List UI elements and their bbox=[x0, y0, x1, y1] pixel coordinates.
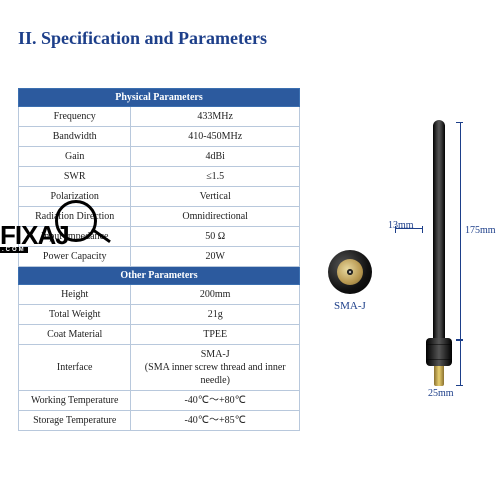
dim-line bbox=[460, 122, 461, 340]
spec-label: Working Temperature bbox=[19, 391, 131, 411]
section-title: II. Specification and Parameters bbox=[18, 28, 267, 49]
spec-label: Coat Material bbox=[19, 325, 131, 345]
table-row: Working Temperature-40℃～+80℃ bbox=[19, 391, 300, 411]
spec-value: 433MHz bbox=[131, 107, 300, 127]
spec-value: Vertical bbox=[131, 187, 300, 207]
connector-label: SMA-J bbox=[334, 300, 366, 312]
spec-label: Interface bbox=[19, 345, 131, 391]
table-row: SWR≤1.5 bbox=[19, 167, 300, 187]
spec-value: Omnidirectional bbox=[131, 207, 300, 227]
dim-line bbox=[460, 340, 461, 386]
table-row: Frequency433MHz bbox=[19, 107, 300, 127]
spec-label: Storage Temperature bbox=[19, 411, 131, 431]
spec-value: 410-450MHz bbox=[131, 127, 300, 147]
table-row: Storage Temperature-40℃～+85℃ bbox=[19, 411, 300, 431]
spec-value: -40℃～+85℃ bbox=[131, 411, 300, 431]
table-row: Total Weight21g bbox=[19, 305, 300, 325]
spec-label: Height bbox=[19, 285, 131, 305]
section-other: Other Parameters bbox=[19, 267, 300, 285]
spec-label: Gain bbox=[19, 147, 131, 167]
table-row: Coat MaterialTPEE bbox=[19, 325, 300, 345]
spec-label: Total Weight bbox=[19, 305, 131, 325]
spec-value: 200mm bbox=[131, 285, 300, 305]
table-row: InterfaceSMA-J (SMA inner screw thread a… bbox=[19, 345, 300, 391]
spec-value: TPEE bbox=[131, 325, 300, 345]
antenna-icon bbox=[430, 120, 448, 386]
product-illustration: SMA-J 13mm 175mm 25mm bbox=[320, 120, 490, 420]
spec-value: 4dBi bbox=[131, 147, 300, 167]
dim-175mm: 175mm bbox=[465, 225, 496, 236]
watermark: FIXAJ .COM bbox=[0, 220, 69, 253]
spec-label: Frequency bbox=[19, 107, 131, 127]
spec-value: ≤1.5 bbox=[131, 167, 300, 187]
dim-13mm: 13mm bbox=[388, 220, 414, 231]
table-row: Gain4dBi bbox=[19, 147, 300, 167]
table-row: Height200mm bbox=[19, 285, 300, 305]
spec-value: SMA-J (SMA inner screw thread and inner … bbox=[131, 345, 300, 391]
spec-value: 50 Ω bbox=[131, 227, 300, 247]
section-physical: Physical Parameters bbox=[19, 89, 300, 107]
watermark-sub: .COM bbox=[0, 247, 28, 253]
spec-value: 20W bbox=[131, 247, 300, 267]
spec-value: -40℃～+80℃ bbox=[131, 391, 300, 411]
watermark-brand: FIXAJ bbox=[0, 220, 69, 250]
table-row: Bandwidth410-450MHz bbox=[19, 127, 300, 147]
dim-25mm: 25mm bbox=[428, 388, 454, 399]
spec-table: Physical Parameters Frequency433MHz Band… bbox=[18, 88, 300, 431]
spec-label: Bandwidth bbox=[19, 127, 131, 147]
spec-value: 21g bbox=[131, 305, 300, 325]
connector-icon bbox=[328, 250, 372, 294]
spec-label: SWR bbox=[19, 167, 131, 187]
table-row: PolarizationVertical bbox=[19, 187, 300, 207]
